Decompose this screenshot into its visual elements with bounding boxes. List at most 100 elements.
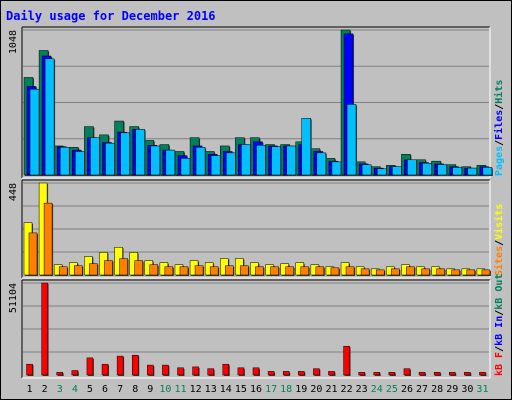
bar-sites-day-22: [345, 266, 355, 276]
bar-kb-f-day-31: [479, 372, 486, 376]
x-tick-label-day-31: 31: [476, 384, 488, 395]
legend-item: /: [494, 310, 505, 316]
bar-sites-day-21: [330, 267, 340, 276]
bar-kb-f-day-19: [298, 371, 305, 376]
bar-sites-day-14: [225, 265, 234, 276]
bar-kb-f-day-17: [267, 371, 275, 376]
legend-item: Visits: [493, 204, 505, 240]
bar-kb-f-day-20: [313, 368, 320, 376]
bar-kb-f-day-12: [192, 366, 199, 376]
bar-sites-day-10: [164, 266, 174, 276]
bar-sites-day-24: [375, 269, 385, 276]
bar-kb-f-day-8: [131, 354, 139, 376]
x-tick-label-day-18: 18: [280, 384, 292, 395]
bar-kb-f-day-21: [328, 371, 335, 376]
bar-pages-day-17: [271, 146, 281, 176]
x-tick-label-day-23: 23: [356, 384, 368, 395]
bar-pages-day-16: [256, 145, 266, 176]
bar-pages-day-2: [44, 58, 55, 176]
bar-sites-day-7: [119, 258, 128, 276]
bar-pages-day-30: [467, 167, 478, 176]
bar-kb-f-day-1: [26, 363, 33, 376]
bar-pages-day-19: [301, 118, 311, 176]
legend-kbytes: kB F/kB In/kB Out: [494, 274, 505, 376]
x-tick-label-day-11: 11: [174, 384, 186, 395]
bar-kb-f-day-2: [41, 282, 48, 376]
bar-pages-day-8: [135, 129, 145, 176]
bar-pages-day-3: [59, 147, 70, 176]
x-tick-label-day-28: 28: [431, 384, 443, 395]
bar-pages-day-12: [195, 147, 206, 176]
bar-kb-f-day-24: [373, 372, 381, 376]
bar-sites-day-15: [240, 265, 249, 276]
bar-sites-day-18: [285, 266, 294, 276]
x-tick-label-day-10: 10: [159, 384, 171, 395]
bar-pages-day-14: [226, 152, 236, 176]
legend-hits-files-pages: Pages/Files/Hits: [493, 80, 505, 176]
bar-sites-day-12: [194, 265, 204, 276]
x-tick-label-day-30: 30: [461, 384, 473, 395]
bar-sites-day-6: [104, 260, 113, 276]
bar-pages-day-5: [90, 137, 100, 176]
x-tick-label-day-8: 8: [132, 384, 138, 395]
bar-pages-day-28: [437, 164, 447, 176]
bar-pages-day-20: [316, 152, 327, 176]
x-tick-label-day-1: 1: [27, 384, 33, 395]
x-tick-label-day-26: 26: [401, 384, 413, 395]
bar-pages-day-22: [346, 104, 357, 176]
bar-pages-day-23: [361, 164, 372, 176]
bar-sites-day-29: [451, 269, 460, 276]
bar-pages-day-26: [407, 159, 417, 176]
bar-sites-day-17: [270, 266, 279, 276]
y-axis-max-label: 51104: [8, 283, 19, 313]
bar-kb-f-day-6: [101, 363, 109, 376]
bar-sites-day-5: [89, 263, 98, 276]
bar-kb-f-day-25: [388, 372, 396, 376]
legend-item: Sites: [493, 246, 505, 276]
bar-kb-f-day-5: [86, 357, 94, 376]
bar-sites-day-1: [28, 232, 38, 276]
legend-item: /: [494, 346, 505, 352]
bar-sites-day-27: [421, 268, 430, 276]
bar-sites-day-3: [58, 266, 68, 276]
bar-pages-day-25: [392, 166, 402, 176]
bar-pages-day-9: [150, 145, 161, 176]
bar-kb-f-day-13: [207, 368, 214, 376]
bar-kb-f-day-16: [252, 367, 260, 376]
legend-item: /: [494, 240, 505, 246]
bar-kb-f-day-4: [71, 370, 79, 376]
bar-sites-day-31: [481, 269, 491, 276]
x-tick-label-day-22: 22: [341, 384, 353, 395]
bar-pages-day-6: [105, 142, 115, 176]
bar-kb-f-day-30: [464, 372, 471, 376]
chart-title: Daily usage for December 2016: [6, 9, 216, 23]
bar-sites-day-11: [179, 266, 189, 276]
bar-kb-f-day-7: [116, 355, 124, 376]
bar-kb-f-day-10: [162, 364, 169, 376]
x-tick-label-day-27: 27: [416, 384, 428, 395]
y-axis-max-label: 448: [8, 183, 19, 201]
x-tick-label-day-15: 15: [235, 384, 247, 395]
bar-sites-day-30: [466, 269, 476, 276]
x-tick-label-day-13: 13: [205, 384, 217, 395]
bar-kb-f-day-14: [222, 363, 230, 376]
bar-pages-day-15: [241, 144, 251, 176]
x-tick-label-day-29: 29: [446, 384, 458, 395]
bar-pages-day-13: [210, 155, 221, 176]
bar-kb-f-day-11: [177, 367, 184, 376]
bar-pages-day-29: [452, 167, 462, 176]
x-tick-label-day-19: 19: [295, 384, 307, 395]
legend-item: /: [494, 140, 505, 146]
legend-visits-sites: Sites/Visits: [493, 204, 505, 276]
x-tick-label-day-4: 4: [72, 384, 78, 395]
x-tick-label-day-16: 16: [250, 384, 262, 395]
bar-pages-day-4: [75, 151, 85, 176]
bar-kb-f-day-28: [433, 372, 441, 376]
bar-sites-day-8: [134, 260, 143, 276]
x-tick-label-day-14: 14: [220, 384, 232, 395]
x-tick-label-day-2: 2: [42, 384, 48, 395]
bar-sites-day-4: [74, 265, 83, 276]
x-tick-label-day-7: 7: [117, 384, 123, 395]
legend-item: kB F: [494, 352, 505, 376]
bar-sites-day-23: [360, 268, 370, 276]
